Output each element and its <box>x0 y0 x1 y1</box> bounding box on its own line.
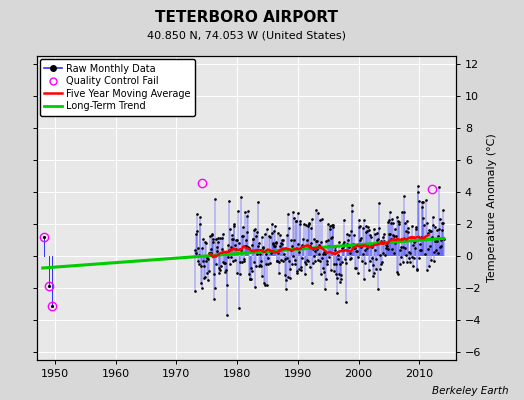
Text: TETERBORO AIRPORT: TETERBORO AIRPORT <box>155 10 338 25</box>
Legend: Raw Monthly Data, Quality Control Fail, Five Year Moving Average, Long-Term Tren: Raw Monthly Data, Quality Control Fail, … <box>40 59 195 116</box>
Y-axis label: Temperature Anomaly (°C): Temperature Anomaly (°C) <box>487 134 497 282</box>
Text: 40.850 N, 74.053 W (United States): 40.850 N, 74.053 W (United States) <box>147 30 346 40</box>
Text: Berkeley Earth: Berkeley Earth <box>432 386 508 396</box>
